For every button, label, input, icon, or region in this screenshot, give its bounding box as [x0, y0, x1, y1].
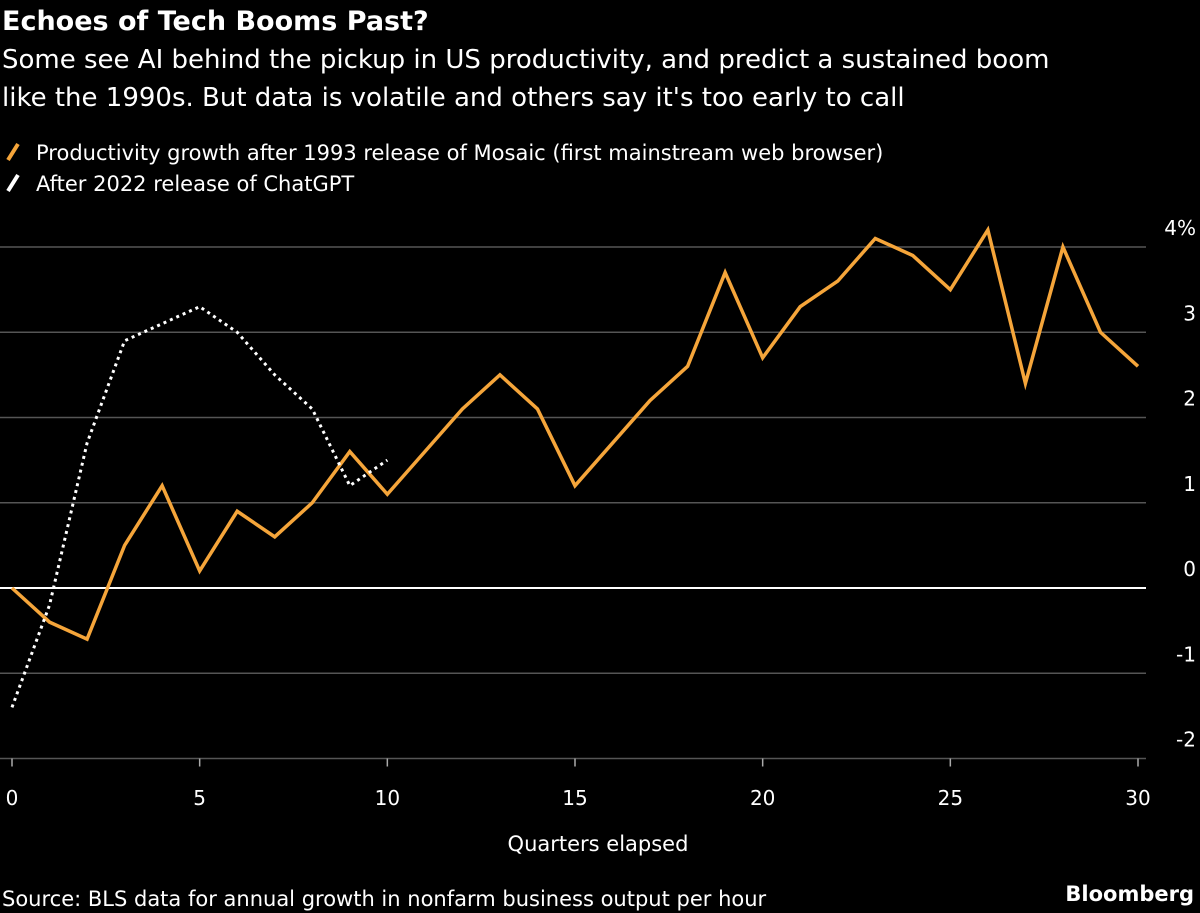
x-tick-label: 0 [6, 786, 19, 810]
subtitle: Some see AI behind the pickup in US prod… [2, 45, 1049, 75]
x-axis-label: Quarters elapsed [508, 832, 689, 856]
legend-label: After 2022 release of ChatGPT [36, 172, 354, 196]
y-tick-label: 0 [1183, 557, 1196, 581]
x-tick-label: 15 [562, 786, 587, 810]
source: Source: BLS data for annual growth in no… [2, 887, 767, 911]
x-tick-label: 20 [750, 786, 775, 810]
y-tick-label: 2 [1183, 387, 1196, 411]
y-tick-label: 1 [1183, 472, 1196, 496]
legend-swatch [6, 142, 20, 162]
x-tick-label: 30 [1125, 786, 1150, 810]
x-tick-label: 5 [193, 786, 206, 810]
y-tick-label: -2 [1176, 728, 1196, 752]
y-tick-label: 4% [1164, 216, 1196, 240]
x-tick-label: 10 [375, 786, 400, 810]
x-tick-label: 25 [938, 786, 963, 810]
chart-title: Echoes of Tech Booms Past? [2, 6, 429, 37]
y-tick-label: -1 [1176, 642, 1196, 666]
y-tick-label: 3 [1183, 301, 1196, 325]
series-line [10, 225, 1140, 642]
series-line [10, 304, 389, 708]
legend-swatch [6, 173, 20, 193]
brand: Bloomberg [1065, 882, 1194, 906]
subtitle: like the 1990s. But data is volatile and… [2, 83, 905, 113]
legend-label: Productivity growth after 1993 release o… [36, 141, 883, 165]
